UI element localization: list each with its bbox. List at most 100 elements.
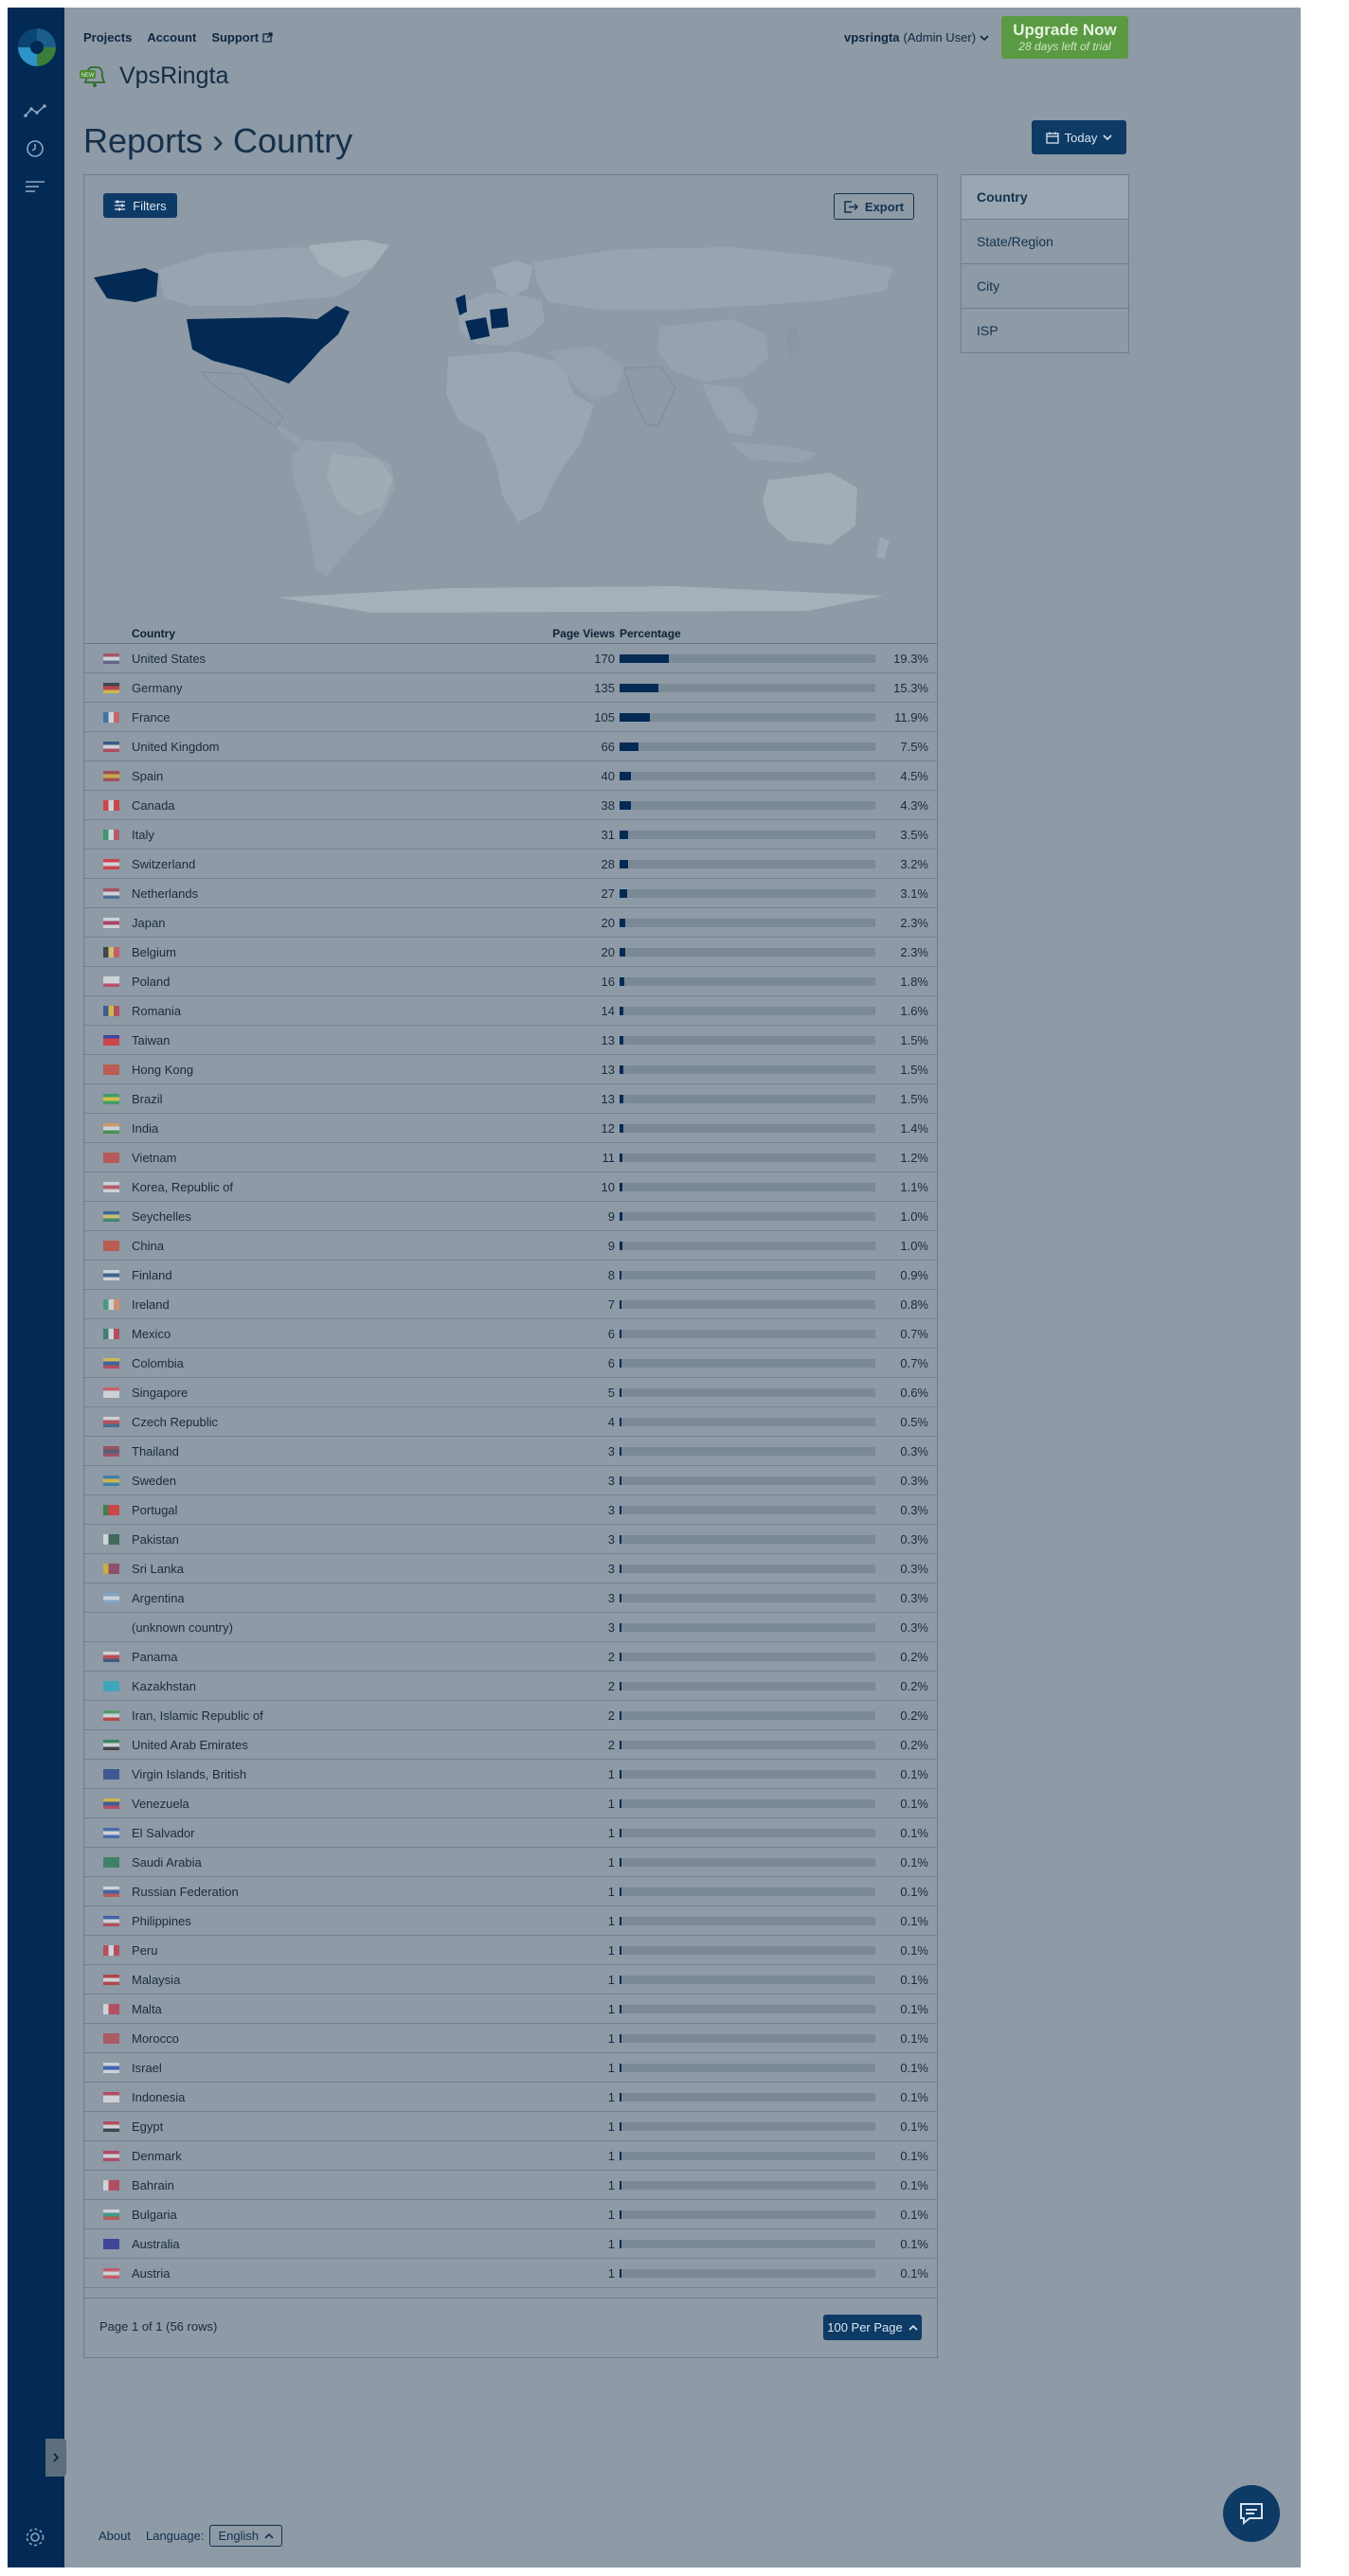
table-row[interactable]: Japan 20 2.3% <box>84 908 937 938</box>
nav-account[interactable]: Account <box>147 30 197 45</box>
table-row[interactable]: Finland 8 0.9% <box>84 1261 937 1290</box>
table-row[interactable]: Singapore 5 0.6% <box>84 1378 937 1407</box>
table-row[interactable]: Korea, Republic of 10 1.1% <box>84 1172 937 1202</box>
map-scandinavia <box>492 260 533 296</box>
subnav-city[interactable]: City <box>962 264 1128 309</box>
table-row[interactable]: Thailand 3 0.3% <box>84 1437 937 1466</box>
table-row[interactable]: Vietnam 11 1.2% <box>84 1143 937 1172</box>
table-row[interactable]: Seychelles 9 1.0% <box>84 1202 937 1231</box>
filters-button[interactable]: Filters <box>103 193 177 218</box>
table-row[interactable]: Philippines 1 0.1% <box>84 1906 937 1936</box>
table-row[interactable]: Netherlands 27 3.1% <box>84 879 937 908</box>
table-header: Country Page Views Percentage <box>84 624 937 644</box>
table-row[interactable]: Bulgaria 1 0.1% <box>84 2200 937 2229</box>
table-row[interactable]: Pakistan 3 0.3% <box>84 1525 937 1554</box>
table-row[interactable]: El Salvador 1 0.1% <box>84 1818 937 1848</box>
percentage-bar <box>620 1799 875 1808</box>
export-button[interactable]: Export <box>834 193 914 220</box>
nav-support[interactable]: Support <box>211 30 273 45</box>
expand-icon[interactable] <box>45 2439 66 2477</box>
table-row[interactable]: Virgin Islands, British 1 0.1% <box>84 1760 937 1789</box>
brand[interactable]: NEW VpsRingta <box>80 63 228 90</box>
table-row[interactable]: Sweden 3 0.3% <box>84 1466 937 1495</box>
table-row[interactable]: Malta 1 0.1% <box>84 1995 937 2024</box>
subnav-isp[interactable]: ISP <box>977 323 998 338</box>
column-page-views[interactable]: Page Views <box>552 627 615 640</box>
table-row[interactable]: Hong Kong 13 1.5% <box>84 1055 937 1084</box>
country-name: Kazakhstan <box>132 1679 196 1693</box>
table-row[interactable]: India 12 1.4% <box>84 1114 937 1143</box>
per-page-button[interactable]: 100 Per Page <box>823 2315 922 2340</box>
table-row[interactable]: Venezuela 1 0.1% <box>84 1789 937 1818</box>
table-row[interactable]: Canada 38 4.3% <box>84 791 937 820</box>
table-row[interactable]: Morocco 1 0.1% <box>84 2024 937 2053</box>
table-row[interactable]: Spain 40 4.5% <box>84 761 937 791</box>
country-name: Japan <box>132 916 166 930</box>
table-row[interactable]: Ireland 7 0.8% <box>84 1290 937 1319</box>
table-row[interactable]: Denmark 1 0.1% <box>84 2141 937 2171</box>
column-percentage[interactable]: Percentage <box>620 627 681 640</box>
logo-icon[interactable] <box>18 28 56 66</box>
table-row[interactable]: Sri Lanka 3 0.3% <box>84 1554 937 1583</box>
table-row[interactable]: Germany 135 15.3% <box>84 673 937 703</box>
percentage-value: 1.6% <box>900 1004 928 1018</box>
date-range-button[interactable]: Today <box>1032 120 1126 154</box>
table-row[interactable]: Romania 14 1.6% <box>84 996 937 1026</box>
table-row[interactable]: Portugal 3 0.3% <box>84 1495 937 1525</box>
table-row[interactable]: Australia 1 0.1% <box>84 2229 937 2259</box>
table-row[interactable]: Israel 1 0.1% <box>84 2053 937 2083</box>
user-menu[interactable]: vpsringta (Admin User) <box>844 30 989 45</box>
table-row[interactable]: Malaysia 1 0.1% <box>84 1965 937 1995</box>
percentage-bar-fill <box>620 977 624 986</box>
gear-icon[interactable] <box>21 2523 49 2551</box>
table-row[interactable]: Brazil 13 1.5% <box>84 1084 937 1114</box>
analytics-icon[interactable] <box>21 100 49 121</box>
table-row[interactable]: Colombia 6 0.7% <box>84 1349 937 1378</box>
table-row[interactable]: Egypt 1 0.1% <box>84 2112 937 2141</box>
table-row[interactable]: Kazakhstan 2 0.2% <box>84 1672 937 1701</box>
table-row[interactable]: Saudi Arabia 1 0.1% <box>84 1848 937 1877</box>
language-select[interactable]: English <box>209 2525 283 2547</box>
table-row[interactable]: Bahrain 1 0.1% <box>84 2171 937 2200</box>
table-row[interactable]: Russian Federation 1 0.1% <box>84 1877 937 1906</box>
country-flag-icon <box>103 1975 119 1985</box>
table-row[interactable]: Poland 16 1.8% <box>84 967 937 996</box>
page-views-value: 66 <box>601 740 615 754</box>
table-row[interactable]: United States 170 19.3% <box>84 644 937 673</box>
clock-icon[interactable] <box>21 138 49 159</box>
menu-icon[interactable] <box>21 176 49 197</box>
page-views-value: 13 <box>601 1033 615 1047</box>
table-row[interactable]: Taiwan 13 1.5% <box>84 1026 937 1055</box>
table-row[interactable]: Mexico 6 0.7% <box>84 1319 937 1349</box>
table-row[interactable]: Austria 1 0.1% <box>84 2259 937 2288</box>
table-row[interactable]: (unknown country) 3 0.3% <box>84 1613 937 1642</box>
table-row[interactable]: Czech Republic 4 0.5% <box>84 1407 937 1437</box>
country-name: Israel <box>132 2061 162 2075</box>
table-row[interactable]: United Kingdom 66 7.5% <box>84 732 937 761</box>
table-row[interactable]: Indonesia 1 0.1% <box>84 2083 937 2112</box>
column-country[interactable]: Country <box>132 627 175 640</box>
subnav-country[interactable]: Country <box>962 175 1128 220</box>
nav-projects[interactable]: Projects <box>83 30 133 45</box>
about-link[interactable]: About <box>99 2529 131 2543</box>
percentage-value: 1.8% <box>900 975 928 989</box>
table-row[interactable]: Switzerland 28 3.2% <box>84 850 937 879</box>
upgrade-title: Upgrade Now <box>1013 21 1117 39</box>
table-row[interactable]: Italy 31 3.5% <box>84 820 937 850</box>
table-row[interactable]: Iran, Islamic Republic of 2 0.2% <box>84 1701 937 1730</box>
upgrade-button[interactable]: Upgrade Now 28 days left of trial <box>1001 16 1128 59</box>
table-row[interactable]: United Arab Emirates 2 0.2% <box>84 1730 937 1760</box>
table-row[interactable]: Peru 1 0.1% <box>84 1936 937 1965</box>
table-row[interactable]: China 9 1.0% <box>84 1231 937 1261</box>
percentage-bar <box>620 1506 875 1514</box>
table-row[interactable]: France 105 11.9% <box>84 703 937 732</box>
subnav-state-region[interactable]: State/Region <box>962 220 1128 264</box>
table-row[interactable]: Belgium 20 2.3% <box>84 938 937 967</box>
page-views-value: 1 <box>607 2061 615 2075</box>
page-views-value: 3 <box>607 1474 615 1488</box>
table-row[interactable]: Panama 2 0.2% <box>84 1642 937 1672</box>
chat-button[interactable] <box>1223 2485 1280 2542</box>
percentage-value: 4.5% <box>900 769 928 783</box>
percentage-bar <box>620 1007 875 1015</box>
table-row[interactable]: Argentina 3 0.3% <box>84 1583 937 1613</box>
